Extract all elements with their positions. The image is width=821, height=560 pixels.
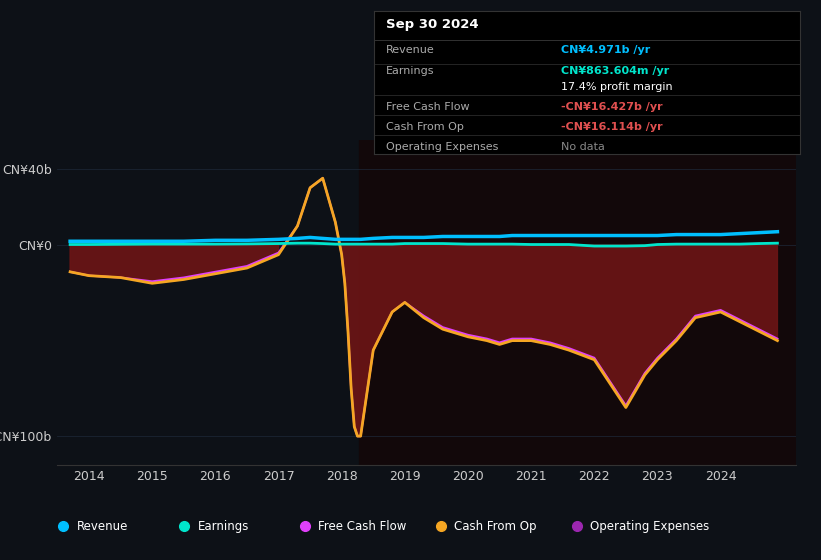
Text: Revenue: Revenue: [387, 45, 435, 55]
Text: Cash From Op: Cash From Op: [454, 520, 537, 533]
Text: CN¥863.604m /yr: CN¥863.604m /yr: [562, 66, 670, 76]
Text: Free Cash Flow: Free Cash Flow: [387, 102, 470, 112]
Text: -CN¥16.427b /yr: -CN¥16.427b /yr: [562, 102, 663, 112]
Bar: [360, 140, 796, 465]
Text: -CN¥16.114b /yr: -CN¥16.114b /yr: [562, 122, 663, 132]
Text: CN¥4.971b /yr: CN¥4.971b /yr: [562, 45, 651, 55]
Text: 17.4% profit margin: 17.4% profit margin: [562, 82, 673, 92]
Text: Earnings: Earnings: [198, 520, 249, 533]
Text: Operating Expenses: Operating Expenses: [590, 520, 709, 533]
Text: Earnings: Earnings: [387, 66, 435, 76]
Text: Sep 30 2024: Sep 30 2024: [387, 18, 479, 31]
Text: No data: No data: [562, 142, 605, 152]
Text: Operating Expenses: Operating Expenses: [387, 142, 498, 152]
Text: Cash From Op: Cash From Op: [387, 122, 464, 132]
Text: Revenue: Revenue: [76, 520, 128, 533]
Text: Free Cash Flow: Free Cash Flow: [319, 520, 406, 533]
